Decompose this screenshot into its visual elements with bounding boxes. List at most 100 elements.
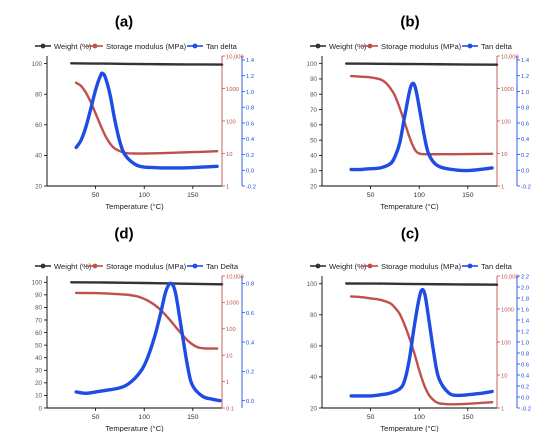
tan-tick-label: -0.2: [521, 184, 531, 190]
data-point-storage-modulus: [457, 403, 460, 406]
data-point-storage-modulus: [491, 401, 494, 404]
data-point-tan-delta: [418, 106, 421, 109]
series-storage-modulus-line: [75, 291, 219, 350]
data-point-storage-modulus: [128, 293, 131, 297]
storage-tick-label: 100: [501, 340, 511, 346]
data-point-tan-delta: [403, 379, 406, 382]
left-tick-label: 70: [35, 317, 42, 324]
tan-tick-label: 1.6: [521, 307, 529, 313]
panel-letter: (b): [400, 13, 419, 30]
data-point-storage-modulus: [466, 153, 469, 156]
legend-swatch-marker: [315, 43, 321, 49]
data-point-storage-modulus: [413, 352, 416, 355]
left-tick-label: 40: [310, 374, 317, 381]
data-point-storage-modulus: [403, 323, 406, 326]
data-point-tan-delta: [447, 391, 450, 394]
panel-letter: (d): [114, 225, 133, 242]
storage-tick-label: 10,000: [226, 274, 244, 280]
data-point-weight: [345, 282, 348, 285]
data-point-tan-delta: [211, 398, 214, 401]
data-point-tan-delta: [164, 291, 167, 294]
data-point-storage-modulus: [491, 152, 494, 155]
legend-label: Tan delta: [481, 42, 513, 51]
left-tick-label: 100: [32, 280, 43, 287]
data-point-tan-delta: [457, 394, 460, 397]
tan-tick-label: 1.0: [521, 340, 529, 346]
storage-tick-label: 100: [226, 119, 236, 125]
data-point-storage-modulus: [398, 313, 401, 316]
data-point-storage-modulus: [476, 402, 479, 405]
data-point-tan-delta: [393, 155, 396, 158]
legend-label: Storage modulus (MPa): [381, 42, 462, 51]
tan-tick-label: 0.8: [246, 106, 254, 112]
x-axis-label: Temperature (°C): [105, 202, 164, 211]
legend-swatch-marker: [92, 263, 98, 269]
data-point-tan-delta: [350, 168, 353, 171]
legend-swatch-marker: [315, 263, 321, 269]
panel-letter: (a): [115, 13, 133, 30]
data-point-weight: [70, 281, 73, 284]
tan-tick-label: -0.2: [521, 406, 531, 412]
data-point-weight: [182, 63, 185, 66]
x-axis-label: Temperature (°C): [105, 424, 164, 432]
data-point-storage-modulus: [359, 296, 362, 299]
data-point-storage-modulus: [201, 150, 204, 153]
series-tan-delta-line: [74, 71, 219, 170]
x-tick-label: 50: [92, 192, 100, 199]
tan-tick-label: 1.4: [521, 318, 530, 324]
data-point-weight: [379, 282, 382, 285]
left-tick-label: 40: [310, 153, 317, 160]
data-point-storage-modulus: [143, 152, 146, 155]
storage-tick-label: 1: [501, 406, 504, 412]
data-point-tan-delta: [169, 282, 172, 285]
data-point-storage-modulus: [369, 297, 372, 300]
data-point-tan-delta: [379, 166, 382, 169]
data-point-weight: [182, 282, 185, 285]
x-axis-label: Temperature (°C): [380, 424, 439, 432]
data-point-weight: [379, 62, 382, 65]
data-point-tan-delta: [389, 162, 392, 165]
left-tick-label: 80: [310, 312, 317, 319]
data-point-tan-delta: [133, 377, 136, 380]
x-tick-label: 50: [367, 192, 375, 199]
legend-label: Tan Delta: [206, 262, 239, 271]
tan-tick-label: 0.0: [521, 169, 529, 175]
left-tick-label: 90: [310, 76, 317, 83]
data-point-tan-delta: [109, 94, 112, 97]
data-point-storage-modulus: [389, 86, 392, 89]
data-point-tan-delta: [350, 394, 353, 397]
legend-label: Tan delta: [481, 262, 513, 271]
data-point-storage-modulus: [369, 76, 372, 79]
left-tick-label: 0: [39, 405, 43, 412]
data-point-storage-modulus: [427, 393, 430, 396]
left-tick-label: 100: [32, 61, 43, 68]
data-point-weight: [70, 62, 73, 65]
series-weight-line: [70, 62, 224, 66]
storage-tick-label: 100: [501, 119, 511, 125]
data-point-tan-delta: [75, 390, 78, 393]
tan-tick-label: 0.6: [521, 362, 529, 368]
data-point-tan-delta: [369, 167, 372, 170]
data-point-storage-modulus: [216, 347, 219, 350]
data-point-storage-modulus: [437, 402, 440, 405]
data-point-tan-delta: [174, 291, 177, 294]
left-tick-label: 30: [310, 168, 317, 175]
data-point-tan-delta: [414, 86, 417, 89]
series-storage-modulus-line: [350, 74, 494, 156]
x-tick-label: 50: [92, 414, 100, 421]
data-point-weight: [220, 283, 224, 286]
data-point-weight: [495, 283, 499, 286]
legend-label: Storage modulus (MPa): [381, 262, 462, 271]
panel-letter: (c): [401, 225, 419, 242]
storage-tick-label: 10: [501, 152, 507, 158]
series-weight-line: [345, 62, 499, 66]
data-point-tan-delta: [162, 166, 165, 169]
tan-tick-label: 0.2: [521, 153, 529, 159]
storage-tick-label: 1000: [501, 87, 514, 93]
data-point-storage-modulus: [413, 147, 416, 150]
data-point-storage-modulus: [84, 91, 87, 94]
series-weight-line: [70, 281, 224, 286]
tan-tick-label: 0.4: [521, 373, 530, 379]
left-tick-label: 60: [35, 122, 42, 129]
x-tick-label: 150: [187, 192, 199, 199]
